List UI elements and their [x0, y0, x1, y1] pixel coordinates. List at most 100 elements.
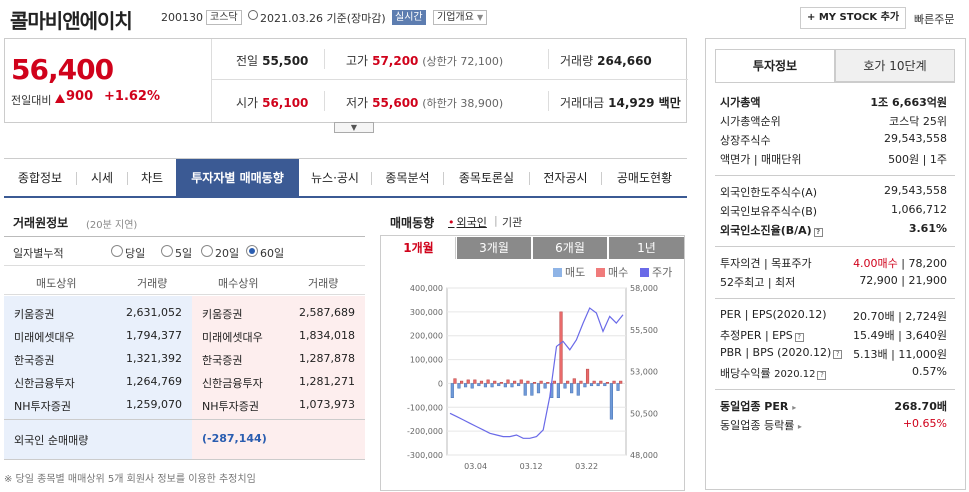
radio-60day[interactable] — [246, 245, 258, 257]
sell-bar — [589, 383, 594, 387]
sell-bar — [457, 383, 461, 389]
tab-chart[interactable]: 차트 — [140, 171, 164, 185]
per-row-value: 20.70배 | 2,724원 — [853, 310, 947, 323]
company-name[interactable]: 콜마비앤에이치 — [10, 9, 133, 33]
foreign-hold-value: 1,066,712 — [891, 203, 947, 216]
sell-bar — [450, 383, 454, 398]
tab-investment-info[interactable]: 투자정보 — [715, 49, 835, 82]
realtime-button[interactable]: 실시간 — [392, 10, 426, 25]
foreign-ratio-text: 외국인소진율(B/A) — [720, 224, 812, 237]
buy-broker-volume: 1,281,271 — [299, 375, 355, 388]
tab-order-book[interactable]: 호가 10단계 — [835, 49, 955, 82]
radio-today[interactable] — [111, 245, 123, 257]
y-right-tick-label: 55,500 — [630, 326, 658, 335]
buy-bar — [466, 379, 470, 384]
sell-bar — [523, 383, 527, 396]
target-price: 78,200 — [908, 257, 948, 270]
sell-top-list: 키움증권 2,631,052 미래에셋대우 1,794,377 한국증권 1,3… — [4, 296, 192, 419]
column-header: 매도상위 — [36, 277, 77, 290]
cap-rank-value: 코스닥 25위 — [889, 115, 947, 128]
y-left-tick-label: -200,000 — [407, 427, 443, 436]
stock-code: 200130 — [161, 11, 203, 24]
footnote: ※ 당일 종목별 매매상위 5개 회원사 정보를 이용한 추정치임 — [4, 474, 256, 485]
sell-bar — [477, 383, 481, 387]
open-value: 56,100 — [262, 96, 309, 110]
sell-bar — [616, 383, 620, 391]
industry-rate-label[interactable]: 동일업종 등락률 ▸ — [720, 417, 802, 433]
expand-toggle-button[interactable]: ▼ — [334, 122, 374, 133]
buy-bar — [526, 380, 530, 384]
quick-order-link[interactable]: 빠른주문 — [914, 13, 955, 26]
sell-broker-volume: 1,259,070 — [126, 398, 182, 411]
info-icon[interactable]: ? — [813, 228, 823, 237]
tab-bar: 종합정보 시세 차트 투자자별 매매동향 뉴스·공시 종목분석 종목토론실 전자… — [4, 158, 687, 198]
sell-broker-volume: 1,264,769 — [126, 375, 182, 388]
change-label: 전일대비 — [11, 94, 52, 107]
sell-bar — [609, 383, 613, 420]
sell-broker-name: 신한금융투자 — [14, 377, 75, 390]
legend-label: 매도 — [565, 266, 586, 279]
shares-label: 상장주식수 — [720, 134, 771, 147]
foreign-right-cell — [192, 420, 365, 459]
tab-overview[interactable]: 종합정보 — [17, 171, 63, 185]
tab-quotes[interactable]: 시세 — [90, 171, 114, 185]
divider — [548, 49, 549, 69]
period-6month-tab[interactable]: 6개월 — [533, 237, 608, 259]
upper-limit: (상한가 72,100) — [422, 55, 504, 68]
broker-section-title: 거래원정보 — [13, 216, 69, 230]
period-1month-tab[interactable]: 1개월 — [382, 237, 456, 259]
buy-broker-volume: 1,834,018 — [299, 329, 355, 342]
tab-news[interactable]: 뉴스·공시 — [311, 171, 359, 185]
radio-20day[interactable] — [201, 245, 213, 257]
period-3month-tab[interactable]: 3개월 — [457, 237, 532, 259]
prev-close-label: 전일 — [236, 54, 259, 68]
sell-broker-volume: 1,321,392 — [126, 352, 182, 365]
industry-per-label[interactable]: 동일업종 PER ▸ — [720, 398, 796, 414]
dividend-date: 2020.12 — [774, 369, 816, 380]
buy-bar — [479, 380, 484, 384]
sell-bar — [510, 383, 514, 388]
info-icon[interactable]: ? — [833, 350, 843, 359]
y-right-tick-label: 48,000 — [630, 451, 658, 460]
tab-investor-trend[interactable]: 투자자별 매매동향 — [176, 159, 299, 197]
divider — [76, 172, 77, 185]
buy-bar — [486, 379, 490, 384]
sell-broker-volume: 2,631,052 — [126, 306, 182, 319]
sell-bar — [490, 383, 494, 388]
tab-discussion[interactable]: 종목토론실 — [458, 171, 515, 185]
buy-bar — [546, 381, 550, 384]
buy-bar — [619, 380, 623, 384]
buy-bar — [605, 381, 610, 384]
divider — [324, 49, 325, 69]
tab-short-selling[interactable]: 공매도현황 — [616, 171, 673, 185]
dividend-label: 배당수익률 2020.12? — [720, 365, 827, 381]
my-stock-add-button[interactable]: + MY STOCK 추가 — [800, 7, 907, 29]
divider — [715, 389, 955, 390]
filter-foreign-link[interactable]: 외국인 — [448, 214, 487, 230]
trend-chart: 400,000 300,000 200,000 100,000 0 -100,000 -20… — [407, 284, 658, 471]
company-overview-dropdown[interactable]: 기업개요 ▼ — [433, 10, 488, 25]
tab-disclosure[interactable]: 전자공시 — [543, 171, 588, 185]
foreign-net-row: 외국인 순매매량 (-287,144) — [4, 419, 365, 460]
overview-label: 기업개요 — [437, 12, 474, 23]
period-1year-tab[interactable]: 1년 — [609, 237, 684, 259]
tab-analysis[interactable]: 종목분석 — [385, 171, 430, 185]
radio-5day[interactable] — [161, 245, 173, 257]
market-cap-label: 시가총액 — [720, 96, 761, 109]
filter-institution-link[interactable]: 기관 — [502, 216, 523, 229]
buy-bar — [453, 378, 457, 384]
sell-bar — [536, 383, 541, 394]
high-label: 고가 — [346, 54, 369, 68]
opinion-row-value: 4.00매수 | 78,200 — [853, 257, 948, 270]
info-icon[interactable]: ? — [817, 371, 827, 380]
broker-table-header: 매도상위 거래량 매수상위 거래량 — [4, 267, 365, 295]
radio-label: 20일 — [215, 247, 240, 260]
radio-label: 5일 — [175, 247, 193, 260]
info-icon[interactable]: ? — [794, 333, 804, 342]
amount-value: 14,929 백만 — [608, 96, 681, 110]
period-selector: 일자별누적 당일 5일 20일 60일 — [4, 236, 365, 266]
amount-label: 거래대금 — [560, 96, 605, 110]
column-header: 거래량 — [137, 277, 168, 290]
legend-sell: 매도 — [553, 264, 585, 280]
divider — [324, 91, 325, 111]
